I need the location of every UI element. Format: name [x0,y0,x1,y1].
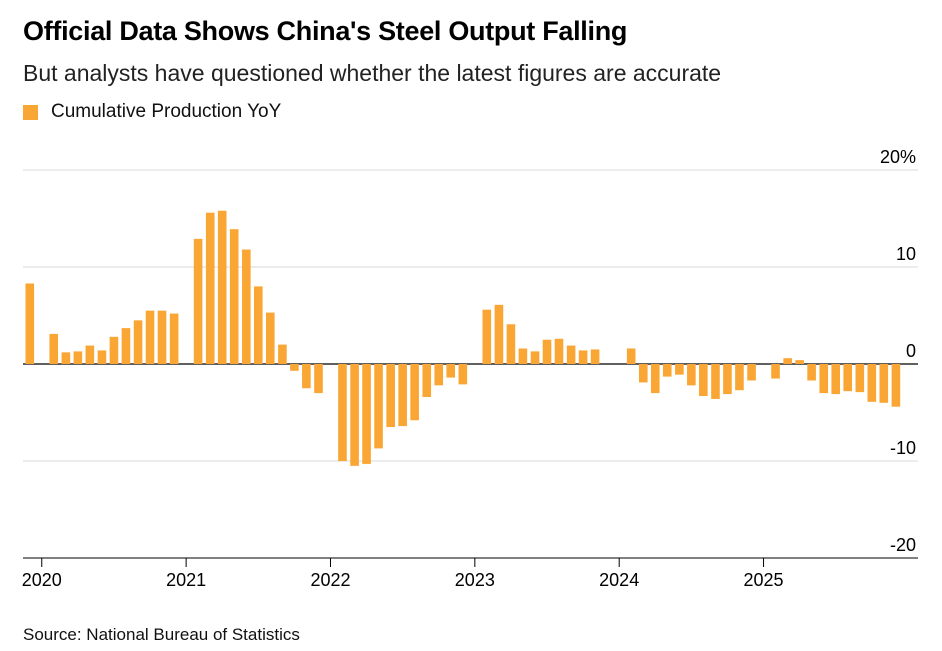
bar [891,364,901,407]
bar [446,364,456,378]
bar [675,364,684,375]
bar [626,348,636,364]
y-tick-label: 10 [896,244,916,264]
y-tick-label: -10 [890,438,916,458]
bar [85,345,95,364]
bar [566,345,576,364]
bar [109,336,119,364]
bar [302,364,311,389]
bar [25,283,35,364]
bar [578,350,588,364]
bar [711,364,720,399]
bar [482,309,492,364]
x-tick-label: 2020 [22,570,62,590]
bar [699,364,708,397]
bar [723,364,732,395]
legend-swatch [23,104,38,120]
bar [879,364,889,403]
bar [169,313,179,364]
bar [265,312,275,364]
bar [795,360,804,364]
y-tick-label: -20 [890,535,916,555]
bar [205,212,215,364]
bar [831,364,841,395]
legend: Cumulative Production YoY [23,101,281,123]
bar [494,304,504,364]
bar [434,364,444,386]
bar [747,364,756,381]
bar [530,351,540,364]
bar [61,352,71,364]
bar [458,364,468,385]
bar [290,364,299,371]
bar [314,364,323,394]
bar [542,339,552,364]
bar [97,350,107,364]
bar [771,364,780,379]
bar [145,310,155,364]
bar [735,364,744,391]
bar [855,364,865,393]
bar [386,364,395,428]
bar [242,249,251,364]
y-tick-label: 0 [906,341,916,361]
bar [518,348,528,364]
bar [49,333,59,364]
bar [217,210,227,364]
chart-subtitle: But analysts have questioned whether the… [23,60,722,86]
bar [229,229,239,364]
bar [362,364,371,464]
bar [422,364,432,397]
bar [398,364,407,427]
bar [133,320,143,364]
bar [338,364,347,461]
bar [807,364,816,381]
x-tick-label: 2023 [455,570,495,590]
bar [783,358,792,364]
chart-title: Official Data Shows China's Steel Output… [23,16,628,46]
bar [590,349,600,364]
x-tick-label: 2021 [166,570,206,590]
y-tick-label: 20% [880,147,916,167]
x-tick-label: 2024 [599,570,639,590]
legend-label: Cumulative Production YoY [51,101,282,122]
source-note: Source: National Bureau of Statistics [23,625,300,644]
bar [819,364,829,394]
bar [843,364,852,392]
bar [278,344,287,364]
bar [254,286,263,364]
bar [350,364,359,466]
x-tick-label: 2025 [744,570,784,590]
bar [374,364,383,449]
bar [554,338,564,364]
bar [687,364,696,386]
bar [867,364,877,402]
bar [662,364,672,377]
bar [650,364,660,394]
bar [410,364,419,421]
bar [506,324,516,364]
bar [157,310,167,364]
bar [121,328,131,364]
bar [638,364,648,383]
x-tick-label: 2022 [310,570,350,590]
bar [73,351,83,364]
bar [193,238,203,364]
